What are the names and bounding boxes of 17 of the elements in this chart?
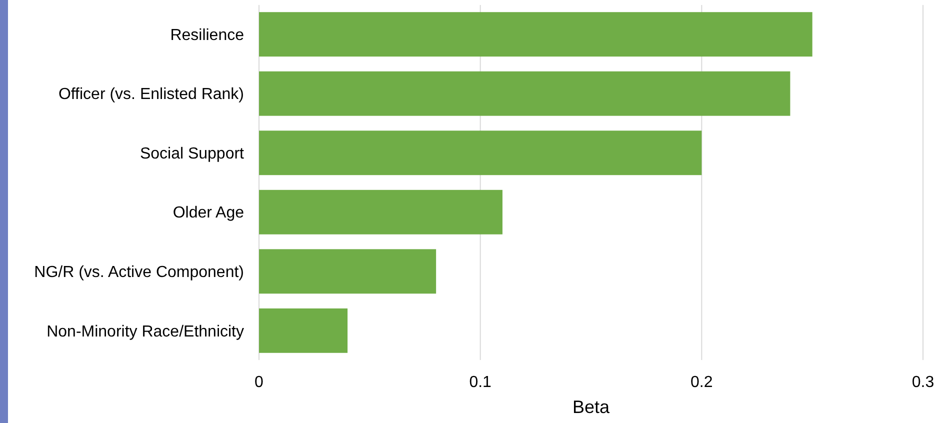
x-tick-label: 0.2: [690, 374, 713, 391]
x-axis-title: Beta: [572, 397, 610, 417]
bar: [259, 308, 348, 353]
y-tick-label: Non-Minority Race/Ethnicity: [46, 323, 244, 340]
bar: [259, 190, 502, 234]
bar: [259, 12, 812, 57]
x-tick-label: 0.3: [912, 374, 934, 391]
y-tick-label: Social Support: [140, 145, 245, 162]
bar: [259, 71, 790, 116]
y-tick-label: Officer (vs. Enlisted Rank): [58, 86, 244, 104]
y-tick-label: Resilience: [170, 26, 244, 44]
bar: [259, 249, 436, 294]
bar: [259, 130, 702, 176]
y-tick-label: Older Age: [172, 204, 244, 222]
y-tick-label: NG/R (vs. Active Component): [34, 264, 244, 281]
x-tick-label: 0.1: [469, 374, 492, 391]
x-tick-label: 0: [254, 374, 264, 391]
